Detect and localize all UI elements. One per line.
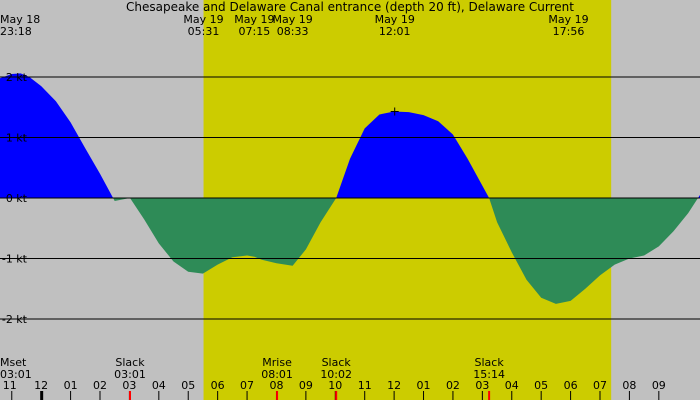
event-tick-mark: [488, 391, 491, 400]
chart-title: Chesapeake and Delaware Canal entrance (…: [126, 0, 574, 14]
hour-tick-label: 08: [269, 379, 283, 392]
top-annotation-time: 05:31: [188, 25, 220, 38]
hour-tick-label: 07: [593, 379, 607, 392]
hour-tick-label: 02: [446, 379, 460, 392]
top-annotation-time: 08:33: [277, 25, 309, 38]
ebb-area: [113, 198, 130, 201]
top-annotation-date: May 19: [273, 13, 313, 26]
hour-tick-label: 06: [564, 379, 578, 392]
hour-tick-layer: 11 12 01 02 03 04 05 06 07 08 09 10 11 12 01 02 03 04 05 06…: [3, 379, 666, 400]
hour-tick-label: 06: [211, 379, 225, 392]
peak-marker-layer: [390, 107, 399, 116]
event-tick-mark: [276, 391, 279, 400]
hour-tick-label: 02: [93, 379, 107, 392]
top-annotation-date: May 18: [0, 13, 40, 26]
bottom-event-layer: Mset03:01Slack03:01Mrise08:01Slack10:02S…: [0, 356, 505, 381]
midnight-tick-mark: [40, 391, 44, 400]
hour-tick-label: 12: [34, 379, 48, 392]
current-fill-layer: [0, 73, 700, 304]
event-time: 08:01: [261, 368, 293, 381]
gridline-layer: [0, 76, 700, 320]
hour-tick-label: 04: [505, 379, 519, 392]
flood-area: [336, 111, 490, 198]
y-tick-label: 0 kt: [6, 192, 28, 205]
top-annotation-date: May 19: [183, 13, 223, 26]
event-time: 03:01: [114, 368, 146, 381]
y-tick-label-layer: 2 kt 1 kt 0 kt -1 kt -2 kt: [2, 71, 28, 326]
hour-tick-label: 09: [652, 379, 666, 392]
event-label: Slack: [322, 356, 352, 369]
ebb-area: [489, 198, 698, 304]
event-label: Slack: [115, 356, 145, 369]
flood-area: [0, 73, 114, 198]
hour-tick-label: 09: [299, 379, 313, 392]
top-annotation-date: May 19: [548, 13, 588, 26]
event-time: 10:02: [320, 368, 352, 381]
event-time: 15:14: [473, 368, 505, 381]
top-annotation-time: 12:01: [379, 25, 411, 38]
hour-tick-label: 05: [181, 379, 195, 392]
event-time: 03:01: [0, 368, 32, 381]
y-tick-label: 1 kt: [6, 132, 28, 145]
top-annotation-date: May 19: [234, 13, 274, 26]
y-tick-label: -2 kt: [2, 313, 28, 326]
peak-marker: [390, 107, 399, 116]
event-label: Mset: [0, 356, 27, 369]
top-annotation-time: 07:15: [239, 25, 271, 38]
hour-tick-label: 08: [622, 379, 636, 392]
hour-tick-label: 01: [417, 379, 431, 392]
hour-tick-label: 11: [3, 379, 17, 392]
hour-tick-label: 05: [534, 379, 548, 392]
hour-tick-label: 10: [328, 379, 342, 392]
top-annotation-date: May 19: [375, 13, 415, 26]
hour-tick-label: 04: [152, 379, 166, 392]
y-tick-label: -1 kt: [2, 253, 28, 266]
event-label: Slack: [475, 356, 505, 369]
hour-tick-label: 11: [358, 379, 372, 392]
ebb-area: [130, 198, 337, 274]
hour-tick-label: 12: [387, 379, 401, 392]
hour-tick-label: 07: [240, 379, 254, 392]
event-tick-mark: [129, 391, 131, 400]
hour-tick-label: 03: [122, 379, 136, 392]
event-tick-mark: [335, 391, 338, 400]
hour-tick-label: 03: [475, 379, 489, 392]
event-label: Mrise: [262, 356, 292, 369]
top-annotation-time: 17:56: [553, 25, 585, 38]
top-annotation-time: 23:18: [0, 25, 32, 38]
y-tick-label: 2 kt: [6, 71, 28, 84]
hour-tick-label: 01: [64, 379, 78, 392]
